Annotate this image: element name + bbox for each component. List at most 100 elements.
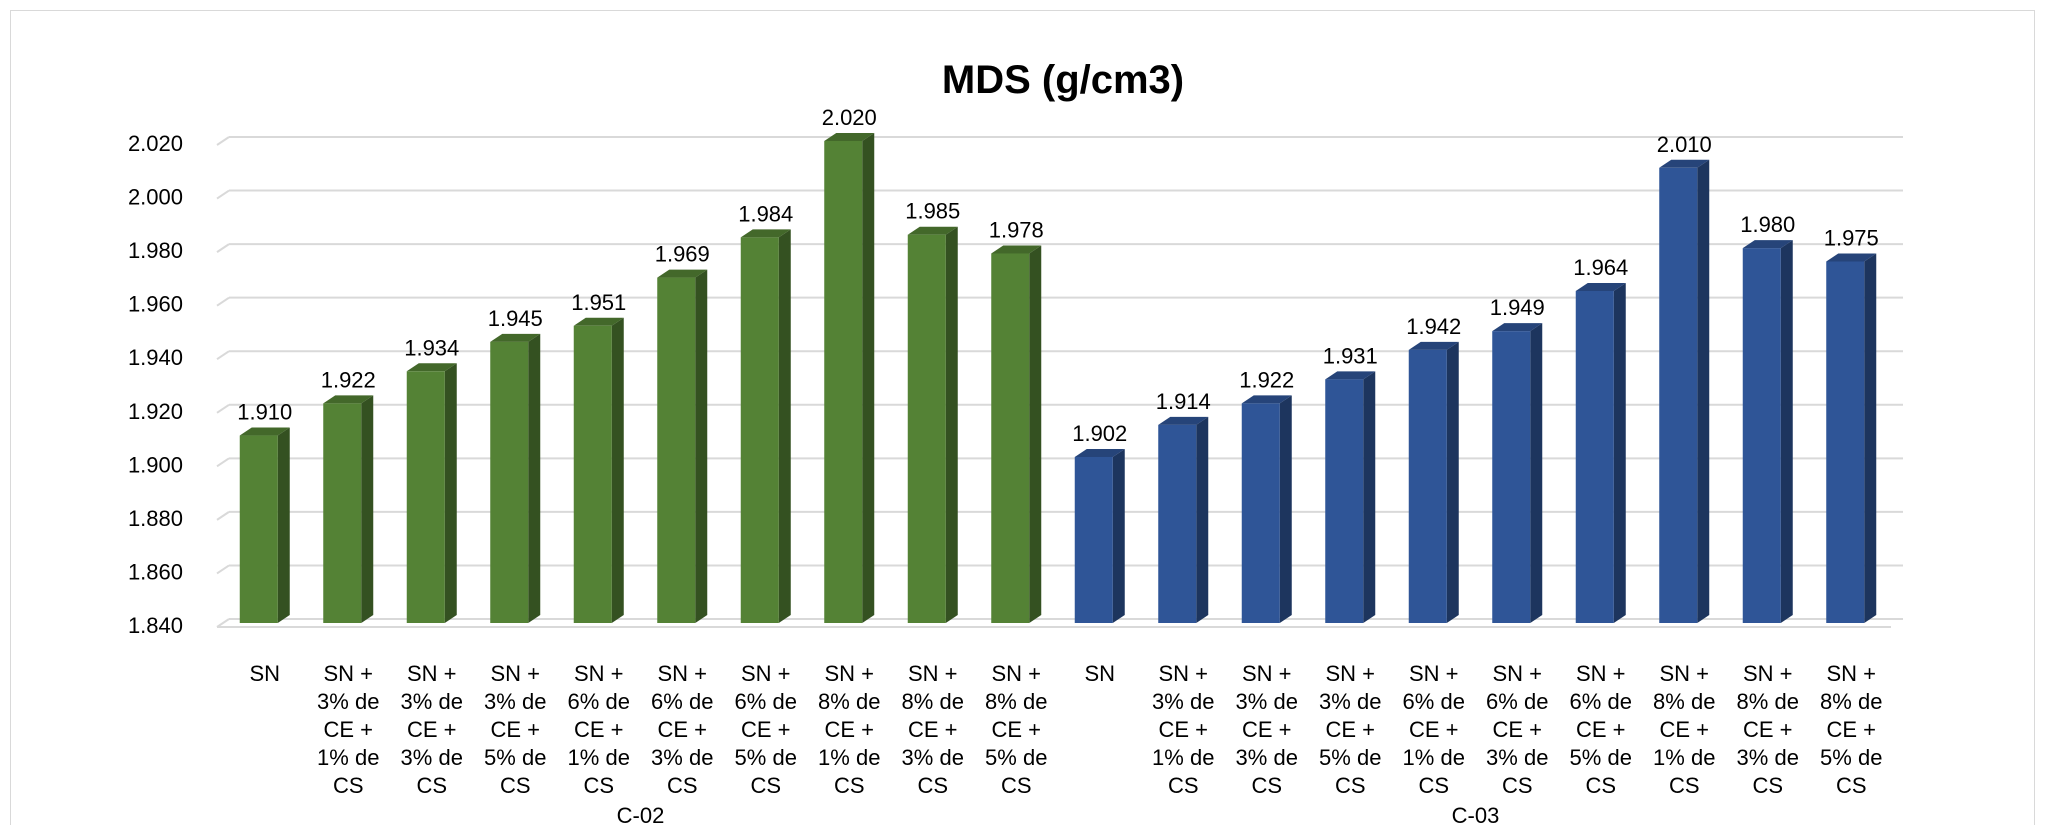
bar-top <box>239 427 290 436</box>
y-tick-label: 1.940 <box>128 345 183 370</box>
data-label: 2.020 <box>822 105 877 130</box>
category-label: SN +3% de CE +3% de CS <box>1236 661 1298 798</box>
bar <box>740 237 779 623</box>
bar <box>1408 349 1447 623</box>
bar <box>1659 167 1698 623</box>
data-label: 2.010 <box>1657 132 1712 157</box>
bar <box>323 403 362 623</box>
category-label: SN +3% de CE +5% de CS <box>1319 661 1381 798</box>
bar-top <box>1492 323 1543 332</box>
bar-side <box>945 226 958 623</box>
bar-side <box>1613 282 1626 623</box>
gridline-slant <box>216 511 230 521</box>
bar-side <box>444 363 457 623</box>
bar-side <box>528 333 541 623</box>
y-tick-label: 1.920 <box>128 399 183 424</box>
data-label: 1.984 <box>738 201 793 226</box>
bar <box>1241 403 1280 623</box>
bar-top <box>323 395 374 404</box>
data-label: 1.931 <box>1323 343 1378 368</box>
bar-side <box>1530 323 1543 623</box>
category-label: SN +3% de CE +1% de CS <box>1152 661 1214 798</box>
bar-top <box>573 317 624 326</box>
bar-side <box>1780 240 1793 623</box>
y-tick-label: 1.960 <box>128 292 183 317</box>
y-tick-label: 2.020 <box>128 131 183 156</box>
y-tick-label: 1.980 <box>128 238 183 263</box>
bar-side <box>695 269 708 623</box>
bar-side <box>361 395 374 623</box>
gridline-slant <box>216 350 230 361</box>
data-label: 1.914 <box>1156 389 1211 414</box>
category-label: SN +3% de CE +3% de CS <box>401 661 463 798</box>
data-label: 1.949 <box>1490 295 1545 320</box>
bar-top <box>740 229 791 238</box>
data-label: 1.922 <box>1239 367 1294 392</box>
chart-title: MDS (g/cm3) <box>942 58 1184 102</box>
bar-side <box>1697 159 1710 623</box>
bar-top <box>657 269 708 278</box>
bar <box>573 325 612 623</box>
bar <box>657 277 696 623</box>
bar-side <box>1864 253 1877 623</box>
data-labels: 1.910 1.922 1.934 1.945 1.951 1.969 1.984 2.020… <box>237 105 1879 446</box>
bar <box>1575 290 1614 623</box>
data-label: 1.942 <box>1406 314 1461 339</box>
chart-svg: MDS (g/cm3) 1.840 1.860 1.880 1.900 1.920 1.9… <box>128 58 1903 826</box>
bar <box>1742 248 1781 623</box>
bar-top <box>1659 159 1710 168</box>
category-label: SN +3% de CE +5% de CS <box>484 661 546 798</box>
bar-side <box>1196 416 1209 623</box>
bar <box>406 371 445 623</box>
bar-side <box>1446 341 1459 623</box>
bar <box>239 435 278 623</box>
gridline-slant <box>216 243 230 253</box>
bar-side <box>611 317 624 623</box>
y-tick-label: 2.000 <box>128 185 183 210</box>
bar-top <box>490 333 541 342</box>
bar-top <box>1325 371 1376 380</box>
y-axis-ticks: 1.840 1.860 1.880 1.900 1.920 1.940 1.960 1.980… <box>128 131 183 638</box>
y-tick-label: 1.900 <box>128 452 183 477</box>
gridline-slant <box>216 403 230 414</box>
bars <box>239 133 1877 623</box>
y-tick-label: 1.880 <box>128 506 183 531</box>
bar <box>1074 456 1113 623</box>
data-label: 1.980 <box>1740 212 1795 237</box>
bar-top <box>824 133 875 141</box>
bar-side <box>1279 395 1292 623</box>
data-label: 1.975 <box>1824 226 1879 251</box>
category-label: SN +6% de CE +1% de CS <box>568 661 630 798</box>
gridlines <box>216 136 1903 628</box>
category-label: SN +6% de CE +1% de CS <box>1403 661 1465 798</box>
bar <box>1325 379 1364 623</box>
group-label: C-03 <box>1452 803 1500 826</box>
y-tick-label: 1.860 <box>128 559 183 584</box>
bar-top <box>406 363 457 372</box>
bar-side <box>1029 245 1042 623</box>
bar-top <box>1158 416 1209 425</box>
gridline-slant <box>216 618 230 628</box>
category-label: SN +6% de CE +5% de CS <box>735 661 797 798</box>
category-label: SN +6% de CE +3% de CS <box>651 661 713 798</box>
data-label: 1.978 <box>989 217 1044 242</box>
bar <box>991 253 1030 623</box>
gridline-slant <box>216 564 230 575</box>
category-label: SN +6% de CE +5% de CS <box>1570 661 1632 798</box>
chart-frame: MDS (g/cm3) 1.840 1.860 1.880 1.900 1.920 1.9… <box>10 10 2035 826</box>
category-label: SN +6% de CE +3% de CS <box>1486 661 1548 798</box>
data-label: 1.910 <box>237 400 292 425</box>
data-label: 1.985 <box>905 199 960 224</box>
bar <box>1826 261 1865 623</box>
gridline-slant <box>216 457 230 468</box>
gridline-slant <box>216 189 230 200</box>
bar-side <box>1363 371 1376 623</box>
category-label: SN <box>249 661 280 686</box>
data-label: 1.934 <box>404 335 459 360</box>
bar-side <box>1112 448 1125 623</box>
bar <box>824 141 863 623</box>
data-label: 1.969 <box>655 242 710 267</box>
bar-side <box>862 133 875 623</box>
gridline-slant <box>216 296 230 307</box>
bar-top <box>1575 282 1626 291</box>
